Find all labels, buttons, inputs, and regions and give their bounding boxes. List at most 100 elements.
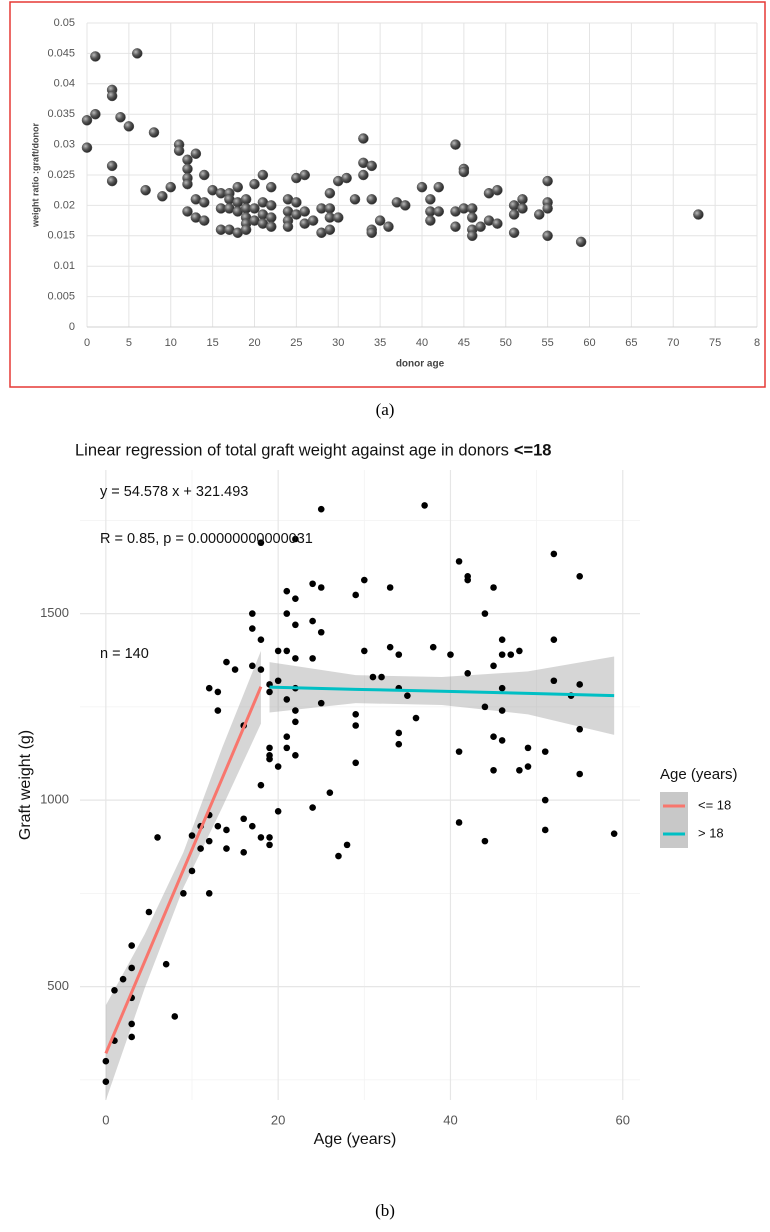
confidence-band <box>269 656 615 735</box>
x-tick-label: 55 <box>542 337 554 349</box>
y-tick-label: 0.015 <box>47 230 75 242</box>
point <box>335 852 342 860</box>
point <box>199 215 210 226</box>
point <box>182 154 193 166</box>
point <box>205 890 213 897</box>
fit-line <box>269 685 615 698</box>
point <box>404 692 411 699</box>
point <box>257 636 265 644</box>
x-tick-label: 75 <box>709 337 721 349</box>
point <box>542 203 553 214</box>
point <box>81 142 93 153</box>
point <box>550 550 558 558</box>
point <box>292 595 299 602</box>
point <box>249 178 260 190</box>
point <box>266 744 273 752</box>
point <box>317 584 325 591</box>
y-tick-label: 0.045 <box>47 47 75 59</box>
point <box>299 169 310 181</box>
point <box>541 796 549 804</box>
point <box>412 714 420 722</box>
point <box>214 688 222 696</box>
point <box>433 181 444 193</box>
point <box>492 184 503 196</box>
point <box>106 160 118 172</box>
point <box>249 203 260 214</box>
x-tick-label: 25 <box>290 337 302 349</box>
point <box>481 837 489 845</box>
point <box>266 181 277 193</box>
point <box>317 699 325 707</box>
point <box>550 636 558 644</box>
x-tick-label: 10 <box>165 337 177 349</box>
point <box>257 539 265 547</box>
point <box>576 770 583 778</box>
x-axis-label: Age (years) <box>314 1131 397 1148</box>
point <box>90 108 101 120</box>
x-tick-label: 50 <box>500 337 512 349</box>
point <box>249 822 256 830</box>
point <box>352 722 359 729</box>
point <box>450 221 461 232</box>
point <box>429 643 437 651</box>
y-tick-label: 0.035 <box>47 108 75 120</box>
point <box>498 737 506 744</box>
point <box>249 662 256 670</box>
frame <box>9 1 766 388</box>
x-tick-label: 60 <box>616 1112 630 1127</box>
point <box>148 127 160 138</box>
point <box>274 807 282 815</box>
point <box>498 707 506 714</box>
point <box>309 617 316 625</box>
point <box>257 781 265 789</box>
point <box>292 535 299 543</box>
point <box>498 636 506 644</box>
point <box>154 834 161 841</box>
point <box>106 175 118 187</box>
point <box>190 148 202 159</box>
point <box>610 830 618 837</box>
point <box>524 763 532 770</box>
x-tick-label: 15 <box>207 337 219 349</box>
point <box>240 849 247 856</box>
point <box>352 591 359 599</box>
point <box>467 212 478 223</box>
point <box>324 203 336 214</box>
annotation: y = 54.578 x + 321.493 <box>100 484 248 500</box>
point <box>106 90 118 102</box>
point <box>162 960 170 968</box>
point <box>257 666 265 673</box>
point <box>490 584 497 591</box>
point <box>165 181 176 193</box>
point <box>575 236 587 248</box>
point <box>309 804 316 811</box>
point <box>182 163 193 175</box>
x-tick-label: 20 <box>248 337 260 349</box>
chart-title-bold: <=18 <box>514 441 552 459</box>
y-tick-label: 0.03 <box>54 139 75 151</box>
point <box>576 681 583 688</box>
x-tick-label: 20 <box>271 1112 285 1127</box>
point <box>517 194 528 205</box>
point <box>416 181 428 193</box>
point <box>490 733 497 740</box>
point <box>352 711 359 718</box>
point <box>283 733 291 740</box>
fit-line <box>104 686 263 1054</box>
point <box>102 1078 110 1086</box>
point <box>274 677 282 685</box>
x-tick-label: 60 <box>583 337 595 349</box>
x-axis-label: donor age <box>396 359 445 370</box>
y-tick-label: 0.04 <box>54 78 75 90</box>
point <box>467 230 478 242</box>
point <box>333 212 344 223</box>
point <box>475 221 486 232</box>
point <box>266 221 277 232</box>
point <box>283 744 291 752</box>
point <box>188 832 196 839</box>
point <box>266 212 277 223</box>
y-tick-label: 0.02 <box>54 199 75 211</box>
point <box>240 194 252 205</box>
x-tick-label: 0 <box>102 1112 109 1127</box>
point <box>541 826 549 834</box>
